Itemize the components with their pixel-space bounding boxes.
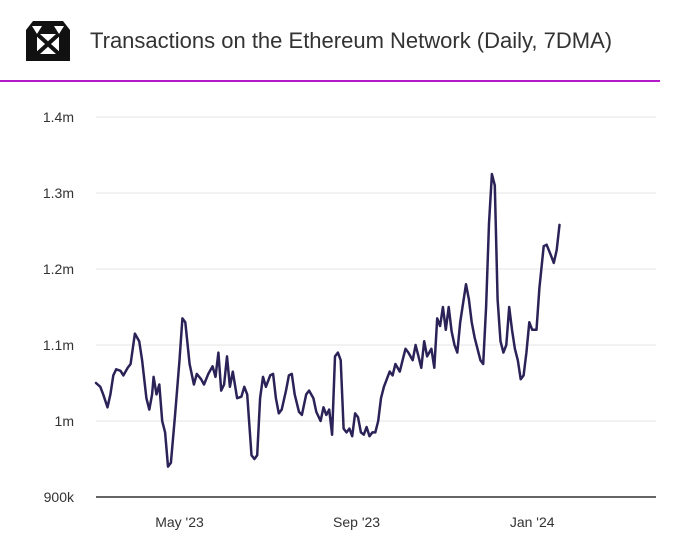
y-tick-label: 1.3m bbox=[43, 185, 74, 201]
cube-logo-icon bbox=[26, 21, 70, 61]
y-tick-label: 900k bbox=[44, 489, 75, 505]
x-tick-label: Sep '23 bbox=[333, 514, 380, 530]
y-tick-label: 1.1m bbox=[43, 337, 74, 353]
x-tick-label: May '23 bbox=[155, 514, 204, 530]
x-tick-label: Jan '24 bbox=[510, 514, 555, 530]
x-axis-ticks: May '23 Sep '23 Jan '24 bbox=[155, 514, 555, 530]
y-tick-label: 1.4m bbox=[43, 109, 74, 125]
y-tick-label: 1.2m bbox=[43, 261, 74, 277]
page-title: Transactions on the Ethereum Network (Da… bbox=[90, 28, 613, 53]
transactions-series-line bbox=[94, 172, 561, 468]
chart-header: Transactions on the Ethereum Network (Da… bbox=[0, 0, 660, 82]
grid-lines bbox=[96, 116, 656, 498]
y-tick-label: 1m bbox=[55, 413, 74, 429]
line-chart: 900k 1m 1.1m 1.2m 1.3m 1.4m May '23 Sep '23 Jan… bbox=[43, 109, 656, 530]
y-axis-ticks: 900k 1m 1.1m 1.2m 1.3m 1.4m bbox=[43, 109, 75, 505]
